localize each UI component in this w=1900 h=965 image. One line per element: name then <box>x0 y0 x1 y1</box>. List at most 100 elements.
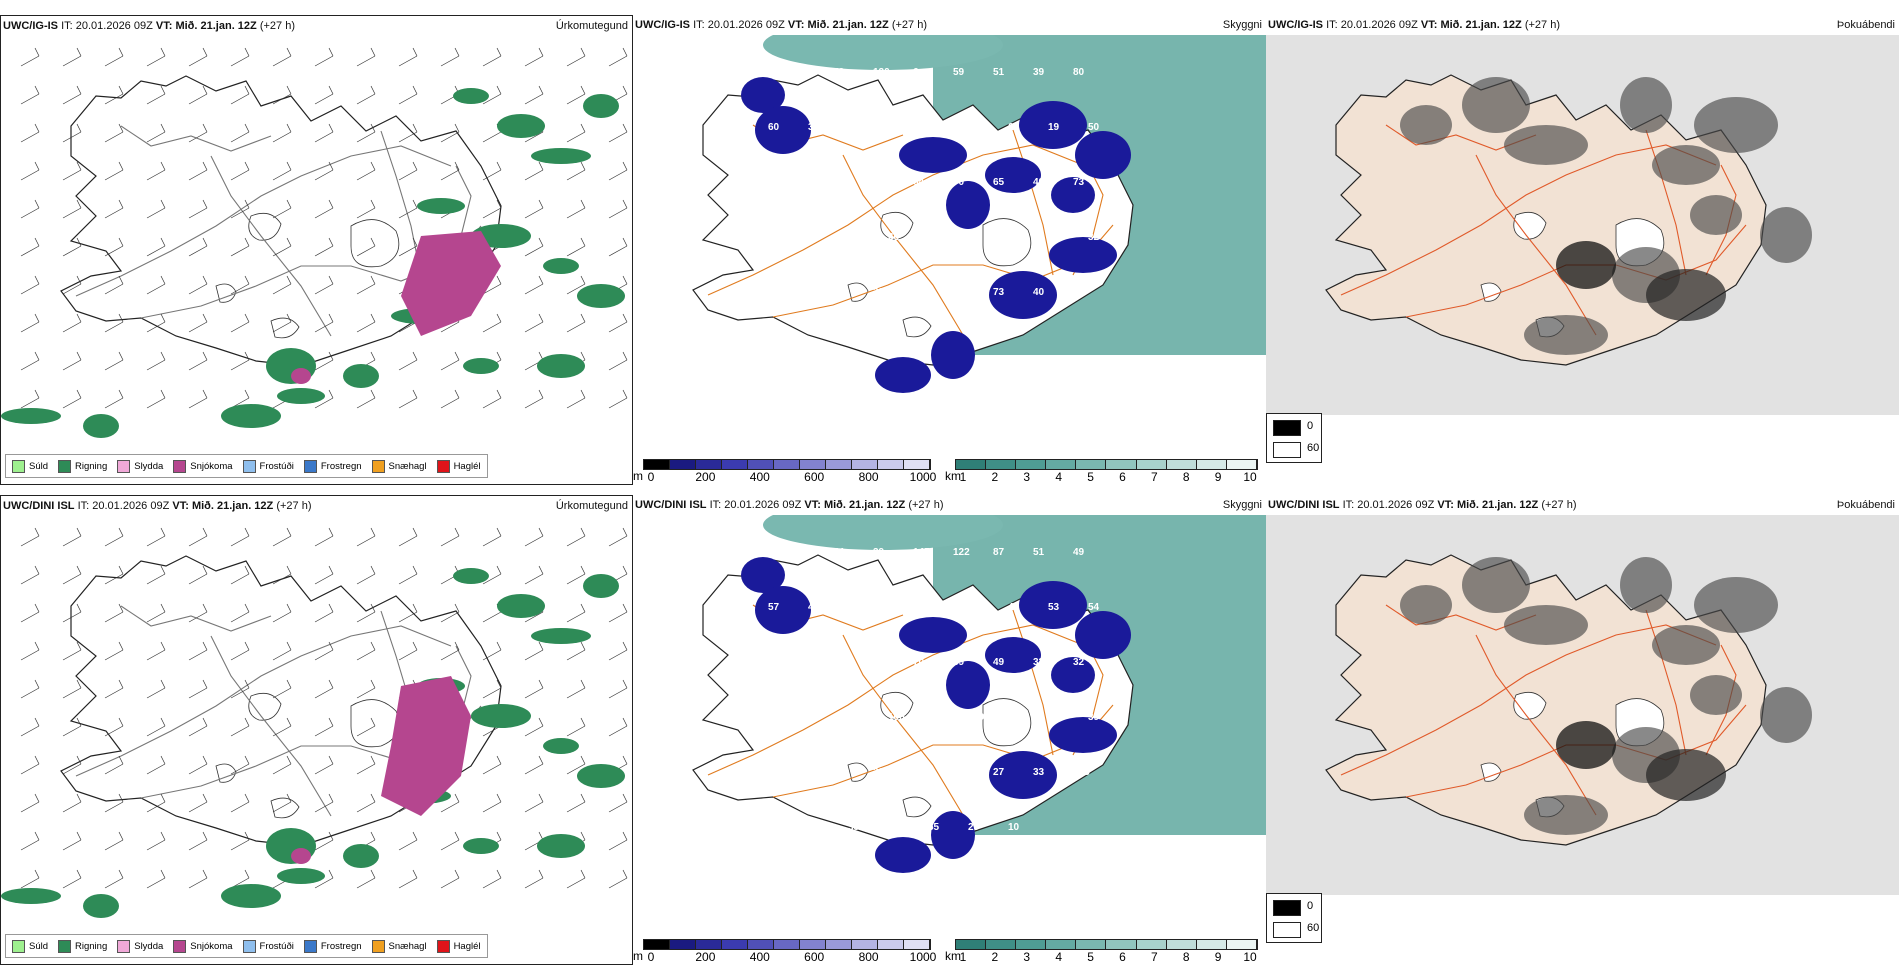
wind-barb <box>20 275 40 295</box>
barb-flag <box>286 717 292 727</box>
precip-panel-row2[interactable]: UWC/DINI ISL IT: 20.01.2026 09Z VT: Mið.… <box>0 495 633 965</box>
barb-flag <box>412 47 418 57</box>
cloud-base-label: 84 <box>768 232 780 243</box>
barb-flag <box>412 389 418 399</box>
barb-flag <box>202 389 208 399</box>
barb-flag <box>370 275 376 285</box>
glacier-outline <box>1513 691 1547 720</box>
barb-shaft <box>440 839 460 851</box>
wind-barb <box>62 313 82 333</box>
colorbar-segment <box>826 460 852 469</box>
wind-barb <box>524 527 544 547</box>
barb-flag <box>76 123 82 133</box>
wind-barb <box>566 47 586 67</box>
wind-barb <box>356 85 376 105</box>
wind-barb <box>104 123 124 143</box>
visibility-panel-row2[interactable]: UWC/DINI ISL IT: 20.01.2026 09Z VT: Mið.… <box>633 495 1266 965</box>
wind-barb <box>566 123 586 143</box>
barb-flag <box>34 123 40 133</box>
barb-shaft <box>314 397 334 409</box>
cloud-panel-row1[interactable]: UWC/IG-IS IT: 20.01.2026 09Z VT: Mið. 21… <box>1266 15 1899 485</box>
wind-barb <box>146 161 166 181</box>
cloud-base-label: 38 <box>1008 712 1020 723</box>
barb-shaft <box>566 93 586 105</box>
barb-shaft <box>314 207 334 219</box>
wind-barb <box>188 793 208 813</box>
precip-panel-row1[interactable]: UWC/IG-IS IT: 20.01.2026 09Z VT: Mið. 21… <box>0 15 633 485</box>
barb-flag <box>580 831 586 841</box>
barb-shaft <box>104 397 124 409</box>
legend-swatch <box>242 939 256 953</box>
legend-swatch <box>58 939 72 953</box>
fog-area <box>1524 795 1608 835</box>
panel-title: UWC/IG-IS IT: 20.01.2026 09Z VT: Mið. 21… <box>1268 19 1560 31</box>
barb-shaft <box>104 245 124 257</box>
cloud-panel-row2[interactable]: UWC/DINI ISL IT: 20.01.2026 09Z VT: Mið.… <box>1266 495 1899 965</box>
wind-barb <box>314 527 334 547</box>
barb-shaft <box>104 877 124 889</box>
barb-flag <box>286 755 292 765</box>
cloud-base-label: 45 <box>808 602 820 613</box>
wind-barb <box>272 313 292 333</box>
barb-shaft <box>314 535 334 547</box>
legend-label: Slydda <box>134 940 164 952</box>
colorbar-tick: 3 <box>1023 470 1031 484</box>
barb-flag <box>202 527 208 537</box>
precip-legend-item: Súld <box>12 939 48 953</box>
wind-barb <box>62 603 82 623</box>
barb-shaft <box>230 207 250 219</box>
barb-flag <box>76 641 82 651</box>
cloud-base-label: 44 <box>953 287 965 298</box>
precip-legend-item: Slydda <box>117 459 163 473</box>
barb-shaft <box>272 93 292 105</box>
wind-barb <box>356 47 376 67</box>
barb-shaft <box>398 535 418 547</box>
panel-type-label: Skyggni <box>1222 499 1262 511</box>
wind-barb <box>482 679 502 699</box>
barb-shaft <box>524 207 544 219</box>
low-cloud-area <box>989 751 1057 799</box>
barb-flag <box>580 275 586 285</box>
barb-shaft <box>272 207 292 219</box>
height-colorbar: m 0 200 400 600 800 1000 <box>633 459 936 484</box>
barb-shaft <box>314 321 334 333</box>
barb-shaft <box>314 763 334 775</box>
wind-barb <box>608 389 628 409</box>
barb-flag <box>244 603 250 613</box>
barb-flag <box>580 603 586 613</box>
barb-shaft <box>608 649 628 661</box>
visibility-panel-row1[interactable]: UWC/IG-IS IT: 20.01.2026 09Z VT: Mið. 21… <box>633 15 1266 485</box>
colorbar-tick: 600 <box>804 950 825 964</box>
barb-shaft <box>608 359 628 371</box>
road-line <box>1645 609 1687 756</box>
cloud-base-label: 59 <box>953 67 965 78</box>
barb-flag <box>328 123 334 133</box>
barb-shaft <box>230 725 250 737</box>
cloud-base-label: 29 <box>1048 712 1060 723</box>
wind-barb <box>482 565 502 585</box>
precip-legend-item: Rigning <box>58 459 107 473</box>
barb-flag <box>538 793 544 803</box>
barb-flag <box>412 641 418 651</box>
barb-shaft <box>398 397 418 409</box>
barb-flag <box>34 237 40 247</box>
rain-area <box>537 354 585 378</box>
cloud-base-label: 66 <box>888 232 900 243</box>
barb-shaft <box>230 573 250 585</box>
barb-shaft <box>20 763 40 775</box>
wind-barb <box>188 389 208 409</box>
legend-label: Frostregn <box>320 460 362 472</box>
wind-barb <box>356 527 376 547</box>
barb-shaft <box>608 839 628 851</box>
wind-barb <box>524 161 544 181</box>
wind-barb <box>566 565 586 585</box>
barb-flag <box>412 527 418 537</box>
barb-flag <box>202 869 208 879</box>
colorbar-segment <box>904 940 930 949</box>
barb-flag <box>622 869 628 879</box>
panel-title: UWC/IG-IS IT: 20.01.2026 09Z VT: Mið. 21… <box>635 19 927 31</box>
barb-shaft <box>314 245 334 257</box>
colorbar-tick: 200 <box>695 470 716 484</box>
barb-shaft <box>482 283 502 295</box>
barb-shaft <box>356 687 376 699</box>
